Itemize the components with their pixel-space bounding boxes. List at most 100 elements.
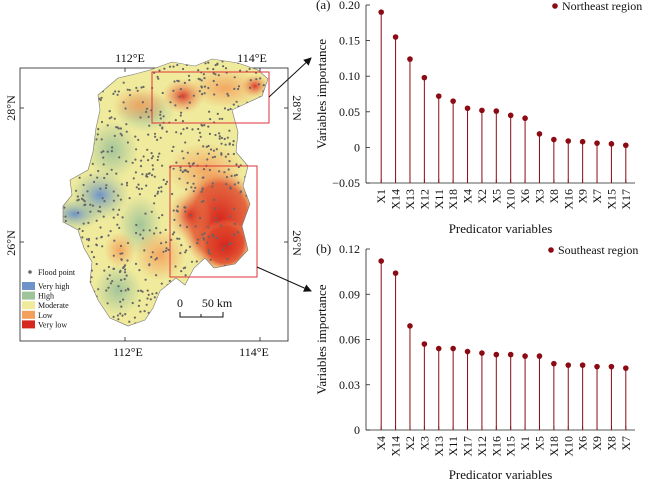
flood-point	[251, 264, 254, 268]
x-tick-label: X9	[576, 189, 590, 204]
flood-point	[215, 148, 218, 151]
flood-point	[229, 107, 232, 111]
flood-point	[106, 172, 109, 176]
flood-point	[165, 241, 168, 244]
flood-point	[135, 86, 138, 89]
flood-point	[135, 148, 138, 151]
flood-point	[156, 75, 159, 78]
flood-point	[192, 59, 195, 61]
flood-point	[176, 237, 179, 240]
flood-point	[216, 112, 219, 115]
flood-point	[178, 95, 181, 98]
flood-point	[75, 93, 78, 96]
flood-point	[251, 221, 254, 224]
flood-point	[108, 274, 111, 277]
lollipop-point	[594, 140, 600, 146]
lollipop-point	[579, 138, 586, 145]
lollipop-point	[378, 9, 384, 15]
flood-point	[230, 174, 233, 178]
flood-point	[256, 286, 259, 289]
flood-point	[178, 237, 181, 240]
flood-point	[207, 86, 210, 90]
flood-point	[237, 87, 240, 91]
flood-point	[210, 313, 213, 316]
flood-point	[73, 93, 76, 96]
flood-point	[270, 210, 272, 212]
flood-point	[199, 216, 202, 220]
flood-point	[258, 99, 261, 102]
flood-point	[173, 80, 176, 83]
flood-point	[102, 150, 105, 153]
flood-point	[103, 269, 106, 272]
flood-point	[171, 192, 174, 196]
flood-point	[102, 156, 105, 159]
y-tick-label: 0	[354, 140, 360, 154]
flood-point	[144, 278, 147, 281]
lollipop-point	[493, 108, 500, 114]
flood-point	[162, 178, 165, 181]
flood-point	[154, 135, 157, 138]
flood-point	[256, 312, 259, 315]
flood-point	[229, 282, 232, 285]
flood-point	[181, 120, 184, 123]
flood-point	[153, 296, 156, 299]
x-tick-label: X12	[417, 189, 431, 210]
flood-point	[139, 289, 143, 292]
flood-point	[70, 74, 74, 77]
flood-point	[116, 213, 119, 216]
flood-point	[91, 79, 94, 83]
flood-point	[135, 223, 138, 227]
lollipop-point	[522, 115, 528, 122]
flood-point	[155, 227, 158, 230]
lollipop-point	[392, 34, 399, 40]
flood-point	[203, 92, 206, 95]
flood-point	[270, 268, 272, 270]
flood-point	[160, 190, 163, 193]
flood-point	[89, 174, 92, 177]
map-left-tick-2: 26°N	[4, 230, 18, 256]
flood-point	[85, 238, 89, 241]
flood-point	[64, 117, 67, 120]
flood-point	[200, 59, 203, 61]
flood-point	[63, 87, 66, 90]
flood-point	[179, 114, 182, 117]
flood-point	[209, 258, 212, 261]
legend-marker	[552, 3, 558, 9]
flood-point	[151, 164, 154, 167]
flood-point	[186, 309, 189, 312]
flood-point	[86, 94, 89, 97]
flood-point	[197, 304, 201, 307]
flood-point	[250, 215, 253, 218]
flood-point	[134, 262, 138, 265]
flood-point	[257, 83, 261, 86]
flood-point	[141, 237, 144, 240]
flood-point	[123, 271, 127, 274]
flood-point	[230, 291, 233, 294]
flood-point	[234, 301, 237, 304]
flood-point	[216, 236, 219, 240]
flood-point	[70, 247, 73, 250]
flood-point	[232, 103, 235, 106]
flood-point	[137, 183, 140, 186]
lollipop-point	[507, 351, 514, 358]
flood-point	[233, 174, 236, 177]
flood-point	[191, 59, 194, 62]
flood-point	[248, 326, 250, 328]
flood-point	[118, 226, 121, 229]
flood-point	[125, 160, 128, 163]
flood-point	[196, 242, 199, 245]
flood-point	[163, 67, 166, 70]
flood-point	[140, 187, 143, 190]
flood-point	[196, 278, 199, 281]
x-tick-label: X13	[403, 189, 417, 210]
flood-point	[95, 95, 98, 98]
flood-point	[111, 280, 114, 283]
flood-point	[123, 278, 126, 281]
flood-point	[141, 290, 144, 293]
flood-point	[94, 59, 97, 62]
flood-point	[216, 220, 219, 223]
lollipop-point	[464, 348, 471, 355]
flood-point	[79, 92, 82, 95]
flood-point	[97, 128, 100, 131]
flood-point	[264, 250, 267, 253]
